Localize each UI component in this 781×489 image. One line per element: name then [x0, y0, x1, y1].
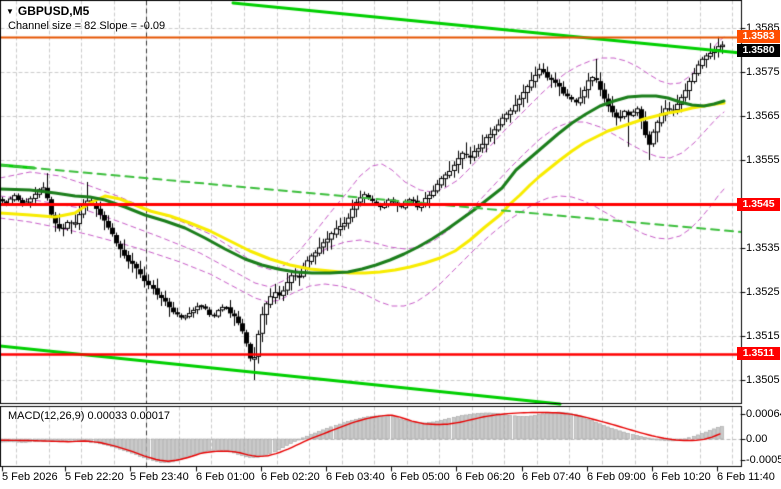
time-axis-label: 5 Feb 2026	[2, 471, 58, 483]
time-axis-label: 6 Feb 09:00	[587, 471, 646, 483]
price-axis-label: 1.3535	[746, 241, 780, 254]
time-axis-label: 5 Feb 23:40	[130, 471, 189, 483]
price-axis-label: 1.3525	[746, 285, 780, 298]
time-axis-label: 6 Feb 10:20	[652, 471, 711, 483]
symbol-dropdown-icon: ▼	[6, 7, 14, 16]
macd-indicator-label: MACD(12,26,9) 0.00033 0.00017	[8, 410, 171, 422]
price-axis-label: 1.3555	[746, 153, 780, 166]
time-axis-label: 6 Feb 07:40	[522, 471, 581, 483]
time-axis-label: 5 Feb 22:20	[65, 471, 124, 483]
price-level-badge: 1.3583	[737, 30, 780, 44]
price-level-badge: 1.3545	[737, 197, 780, 211]
price-level-badge: 1.3511	[737, 347, 780, 361]
symbol-title: GBPUSD,M5	[17, 4, 90, 18]
price-axis-label: 1.3515	[746, 329, 780, 342]
macd-axis-label: -0.00054	[746, 453, 781, 466]
channel-annotation: Channel size = 82 Slope = -0.09	[8, 20, 166, 32]
time-axis-label: 6 Feb 05:00	[391, 471, 450, 483]
time-axis-label: 6 Feb 03:40	[326, 471, 385, 483]
price-level-badge: 1.3580	[737, 43, 780, 57]
macd-axis-label: 0.00064	[746, 407, 781, 420]
price-axis-label: 1.3575	[746, 65, 780, 78]
time-axis-label: 6 Feb 02:20	[261, 471, 320, 483]
macd-axis-label: 0.00	[746, 432, 768, 445]
price-axis-label: 1.3565	[746, 109, 780, 122]
symbol-header: ▼ GBPUSD,M5	[6, 4, 89, 18]
time-axis-label: 6 Feb 06:20	[456, 471, 515, 483]
price-axis-label: 1.3505	[746, 373, 780, 386]
time-axis-label: 6 Feb 11:40	[717, 471, 775, 483]
time-axis-label: 6 Feb 01:00	[196, 471, 255, 483]
